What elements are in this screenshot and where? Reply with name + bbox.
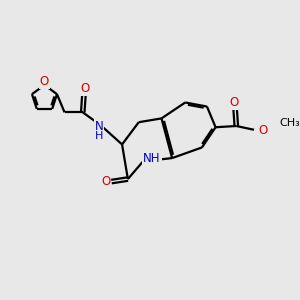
Text: O: O — [40, 75, 49, 88]
Text: O: O — [259, 124, 268, 137]
Text: N: N — [94, 120, 103, 133]
Text: CH₃: CH₃ — [279, 118, 300, 128]
Text: O: O — [229, 96, 239, 109]
Text: O: O — [101, 175, 110, 188]
Text: O: O — [81, 82, 90, 95]
Text: H: H — [95, 131, 103, 141]
Text: NH: NH — [143, 152, 160, 165]
